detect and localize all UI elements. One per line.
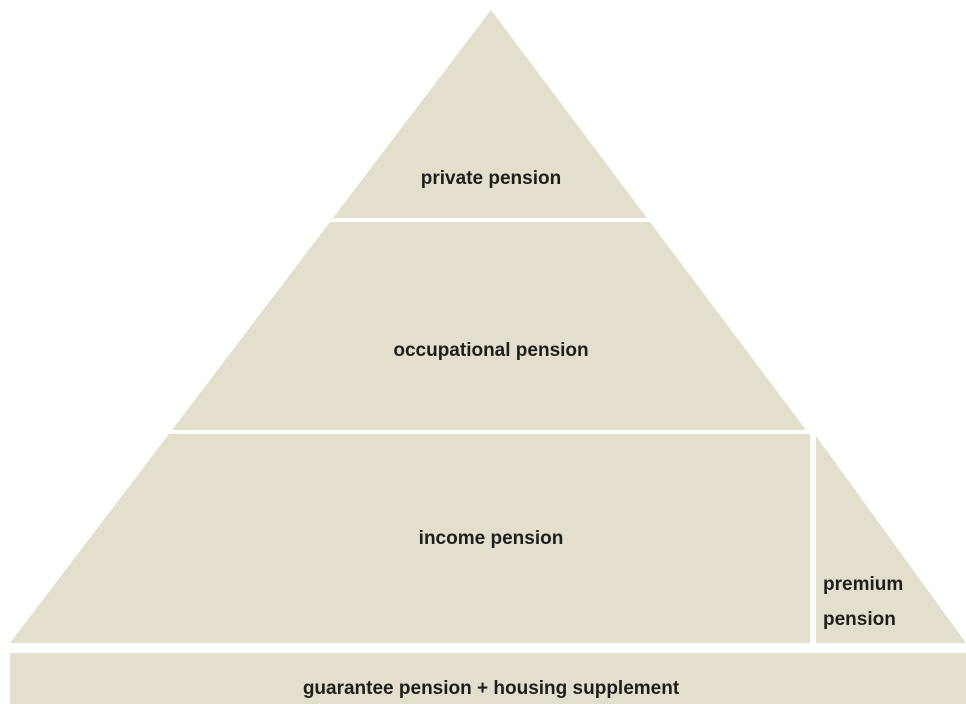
premium-layer xyxy=(816,436,966,643)
layer-label: occupational pension xyxy=(393,340,588,361)
layer-label: private pension xyxy=(421,168,561,189)
occupational-layer xyxy=(172,222,806,430)
base-bar xyxy=(10,653,966,704)
base-label: guarantee pension + housing supplement xyxy=(303,678,680,699)
layer-label: premium xyxy=(823,574,903,595)
income-layer xyxy=(10,434,810,643)
layer-label: income pension xyxy=(419,528,564,549)
layer-label: pension xyxy=(823,609,896,630)
private-layer xyxy=(333,10,647,218)
